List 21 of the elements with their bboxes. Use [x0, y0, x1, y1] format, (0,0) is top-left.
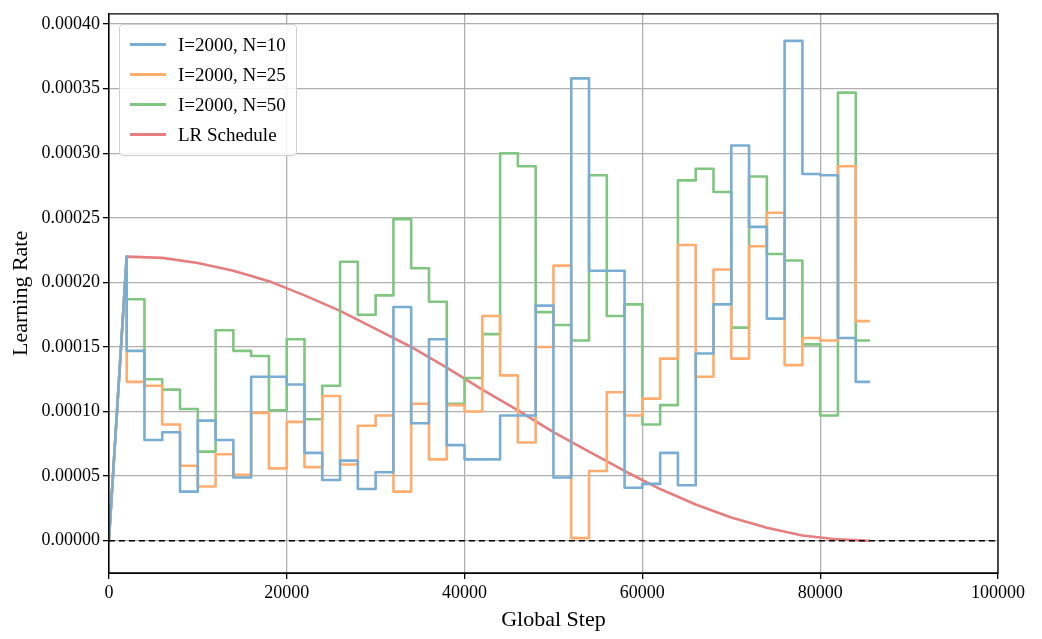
y-tick-label: 0.00040 [41, 12, 100, 33]
x-tick-label: 100000 [971, 581, 1025, 602]
y-tick-label: 0.00005 [41, 464, 100, 485]
x-tick-label: 60000 [619, 581, 665, 602]
x-tick-label: 80000 [797, 581, 843, 602]
y-axis-title: Learning Rate [6, 230, 32, 357]
y-tick-label: 0.00025 [41, 206, 100, 227]
x-tick-label: 0 [104, 581, 114, 602]
y-tick-label: 0.00020 [41, 271, 100, 292]
y-tick-label: 0.00015 [41, 335, 100, 356]
legend-label: LR Schedule [177, 123, 277, 146]
x-axis-title: Global Step [501, 605, 606, 631]
y-tick-label: 0.00030 [41, 142, 100, 163]
x-tick-label: 20000 [264, 581, 310, 602]
x-tick-label: 40000 [442, 581, 488, 602]
y-tick-label: 0.00035 [41, 77, 100, 98]
legend-label: I=2000, N=50 [177, 93, 286, 116]
y-tick-label: 0.00010 [41, 400, 100, 421]
y-tick-label: 0.00000 [41, 529, 100, 550]
legend-label: I=2000, N=25 [177, 63, 286, 86]
legend-label: I=2000, N=10 [177, 33, 286, 56]
